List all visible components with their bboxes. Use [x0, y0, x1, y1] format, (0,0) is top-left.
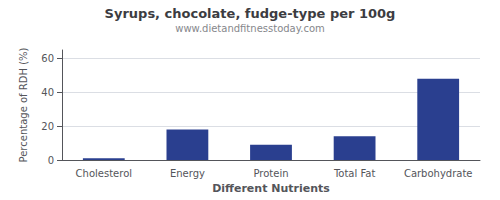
svg-text:Carbohydrate: Carbohydrate [404, 168, 473, 179]
svg-text:40: 40 [41, 87, 54, 98]
svg-text:Energy: Energy [170, 168, 205, 179]
svg-text:Percentage of RDH (%): Percentage of RDH (%) [18, 47, 29, 162]
svg-text:60: 60 [41, 53, 54, 64]
svg-text:Total Fat: Total Fat [333, 168, 375, 179]
svg-text:Protein: Protein [253, 168, 288, 179]
svg-text:www.dietandfitnesstoday.com: www.dietandfitnesstoday.com [175, 23, 324, 34]
svg-text:Different Nutrients: Different Nutrients [212, 182, 330, 195]
svg-text:Cholesterol: Cholesterol [76, 168, 132, 179]
svg-text:20: 20 [41, 121, 54, 132]
svg-text:0: 0 [48, 155, 54, 166]
svg-text:Syrups, chocolate, fudge-type: Syrups, chocolate, fudge-type per 100g [105, 6, 396, 21]
